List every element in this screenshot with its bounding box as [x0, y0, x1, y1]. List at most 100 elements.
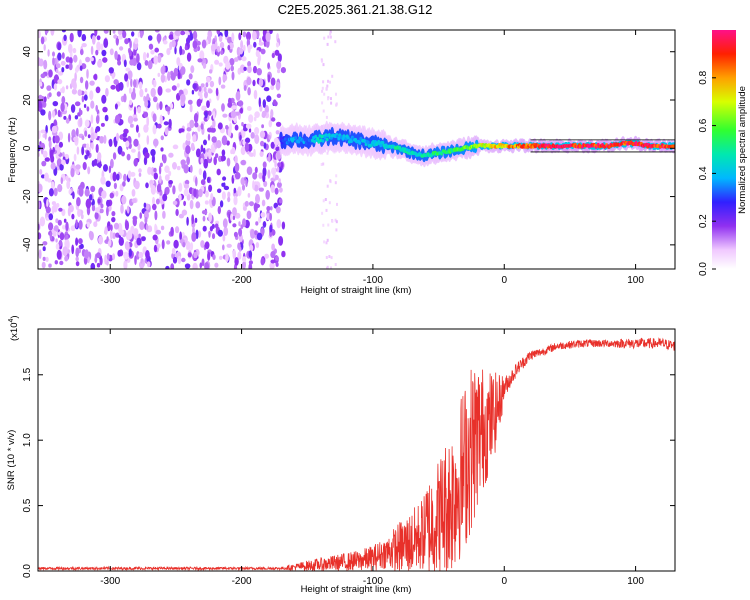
faint-speckle [325, 256, 328, 259]
noise-speckle [117, 34, 123, 40]
noise-speckle [124, 241, 130, 251]
noise-speckle [124, 38, 129, 45]
faint-speckle [321, 101, 324, 105]
spectrogram-frame [37, 29, 676, 270]
noise-speckle [61, 208, 66, 217]
faint-speckle [326, 151, 329, 155]
noise-speckle [80, 243, 84, 249]
noise-speckle [41, 261, 46, 269]
noise-speckle [133, 79, 137, 88]
noise-speckle [157, 72, 161, 77]
noise-speckle [59, 260, 64, 266]
noise-speckle [250, 132, 255, 139]
noise-speckle [260, 48, 266, 55]
noise-speckle [237, 186, 242, 197]
noise-speckle [242, 218, 247, 228]
noise-speckle [133, 228, 139, 236]
x-tick-label: 100 [627, 275, 644, 286]
noise-speckle [96, 252, 101, 259]
noise-speckle [158, 175, 162, 184]
noise-speckle [250, 229, 256, 239]
noise-speckle [137, 150, 141, 160]
noise-speckle [97, 152, 102, 161]
noise-speckle [94, 30, 98, 37]
noise-speckle [58, 207, 63, 212]
noise-speckle [197, 125, 201, 132]
noise-speckle [275, 121, 282, 127]
noise-speckle [276, 219, 282, 229]
noise-speckle [199, 50, 205, 61]
noise-speckle [201, 258, 205, 267]
noise-speckle [45, 206, 51, 214]
snr-multiplier-exp: 4 [8, 319, 15, 323]
noise-speckle [191, 232, 197, 242]
colorbar: 0.0 0.2 0.4 0.6 0.8 Normalized spectral ampl… [698, 30, 748, 276]
noise-speckle [178, 194, 182, 202]
noise-speckle [48, 110, 52, 121]
noise-speckle [242, 31, 247, 38]
noise-speckle [67, 132, 71, 143]
noise-speckle [121, 195, 127, 205]
noise-speckle [84, 249, 89, 259]
signal-core [316, 137, 320, 141]
noise-speckle [261, 110, 267, 117]
snr-multiplier-base: (x10 [9, 323, 20, 341]
noise-speckle [234, 162, 240, 173]
noise-speckle [160, 147, 164, 152]
faint-speckle [325, 86, 328, 90]
noise-speckle [222, 218, 228, 229]
noise-speckle [246, 77, 252, 86]
spectrogram-image [38, 30, 675, 269]
noise-speckle [47, 49, 50, 57]
x-tick-label: -100 [363, 275, 383, 286]
noise-speckle [83, 94, 88, 101]
noise-speckle [38, 183, 43, 193]
noise-speckle [95, 143, 99, 153]
noise-speckle [83, 104, 87, 108]
noise-speckle [108, 165, 112, 174]
faint-speckle [321, 86, 324, 90]
faint-speckle [329, 35, 332, 39]
noise-speckle [127, 230, 133, 240]
noise-speckle [57, 219, 62, 226]
noise-speckle [68, 189, 72, 195]
noise-speckle [52, 57, 55, 66]
noise-speckle [153, 172, 158, 180]
noise-speckle [131, 91, 136, 100]
noise-speckle [210, 127, 216, 133]
noise-speckle [267, 74, 271, 83]
noise-speckle [169, 103, 174, 109]
noise-speckle [278, 236, 284, 246]
noise-speckle [48, 213, 54, 221]
noise-speckle [134, 255, 137, 266]
noise-speckle [38, 249, 42, 259]
faint-speckle [328, 201, 331, 205]
noise-speckle [200, 144, 204, 153]
noise-speckle [93, 74, 97, 80]
noise-speckle [202, 215, 206, 222]
noise-speckle [102, 57, 108, 63]
noise-speckle [186, 132, 191, 142]
noise-speckle [167, 71, 171, 81]
noise-speckle [204, 241, 210, 250]
noise-speckle [53, 187, 58, 197]
noise-speckle [254, 126, 260, 135]
noise-speckle [189, 164, 193, 173]
noise-speckle [61, 96, 66, 105]
noise-speckle [258, 41, 264, 46]
noise-speckle [96, 35, 101, 41]
noise-speckle [248, 152, 255, 157]
noise-speckle [176, 57, 181, 66]
noise-speckle [168, 34, 174, 40]
noise-speckle [155, 198, 160, 205]
noise-speckle [104, 114, 109, 122]
noise-speckle [50, 30, 55, 36]
noise-speckle [63, 34, 67, 41]
noise-speckle [168, 170, 172, 177]
noise-speckle [95, 49, 99, 56]
noise-speckle [71, 88, 77, 95]
signal-core [379, 143, 383, 148]
snr-panel: -300 -200 -100 0 100 0.0 0.5 1.0 1.5 Height of s… [6, 315, 676, 595]
noise-speckle [168, 152, 174, 158]
noise-speckle [155, 229, 161, 235]
